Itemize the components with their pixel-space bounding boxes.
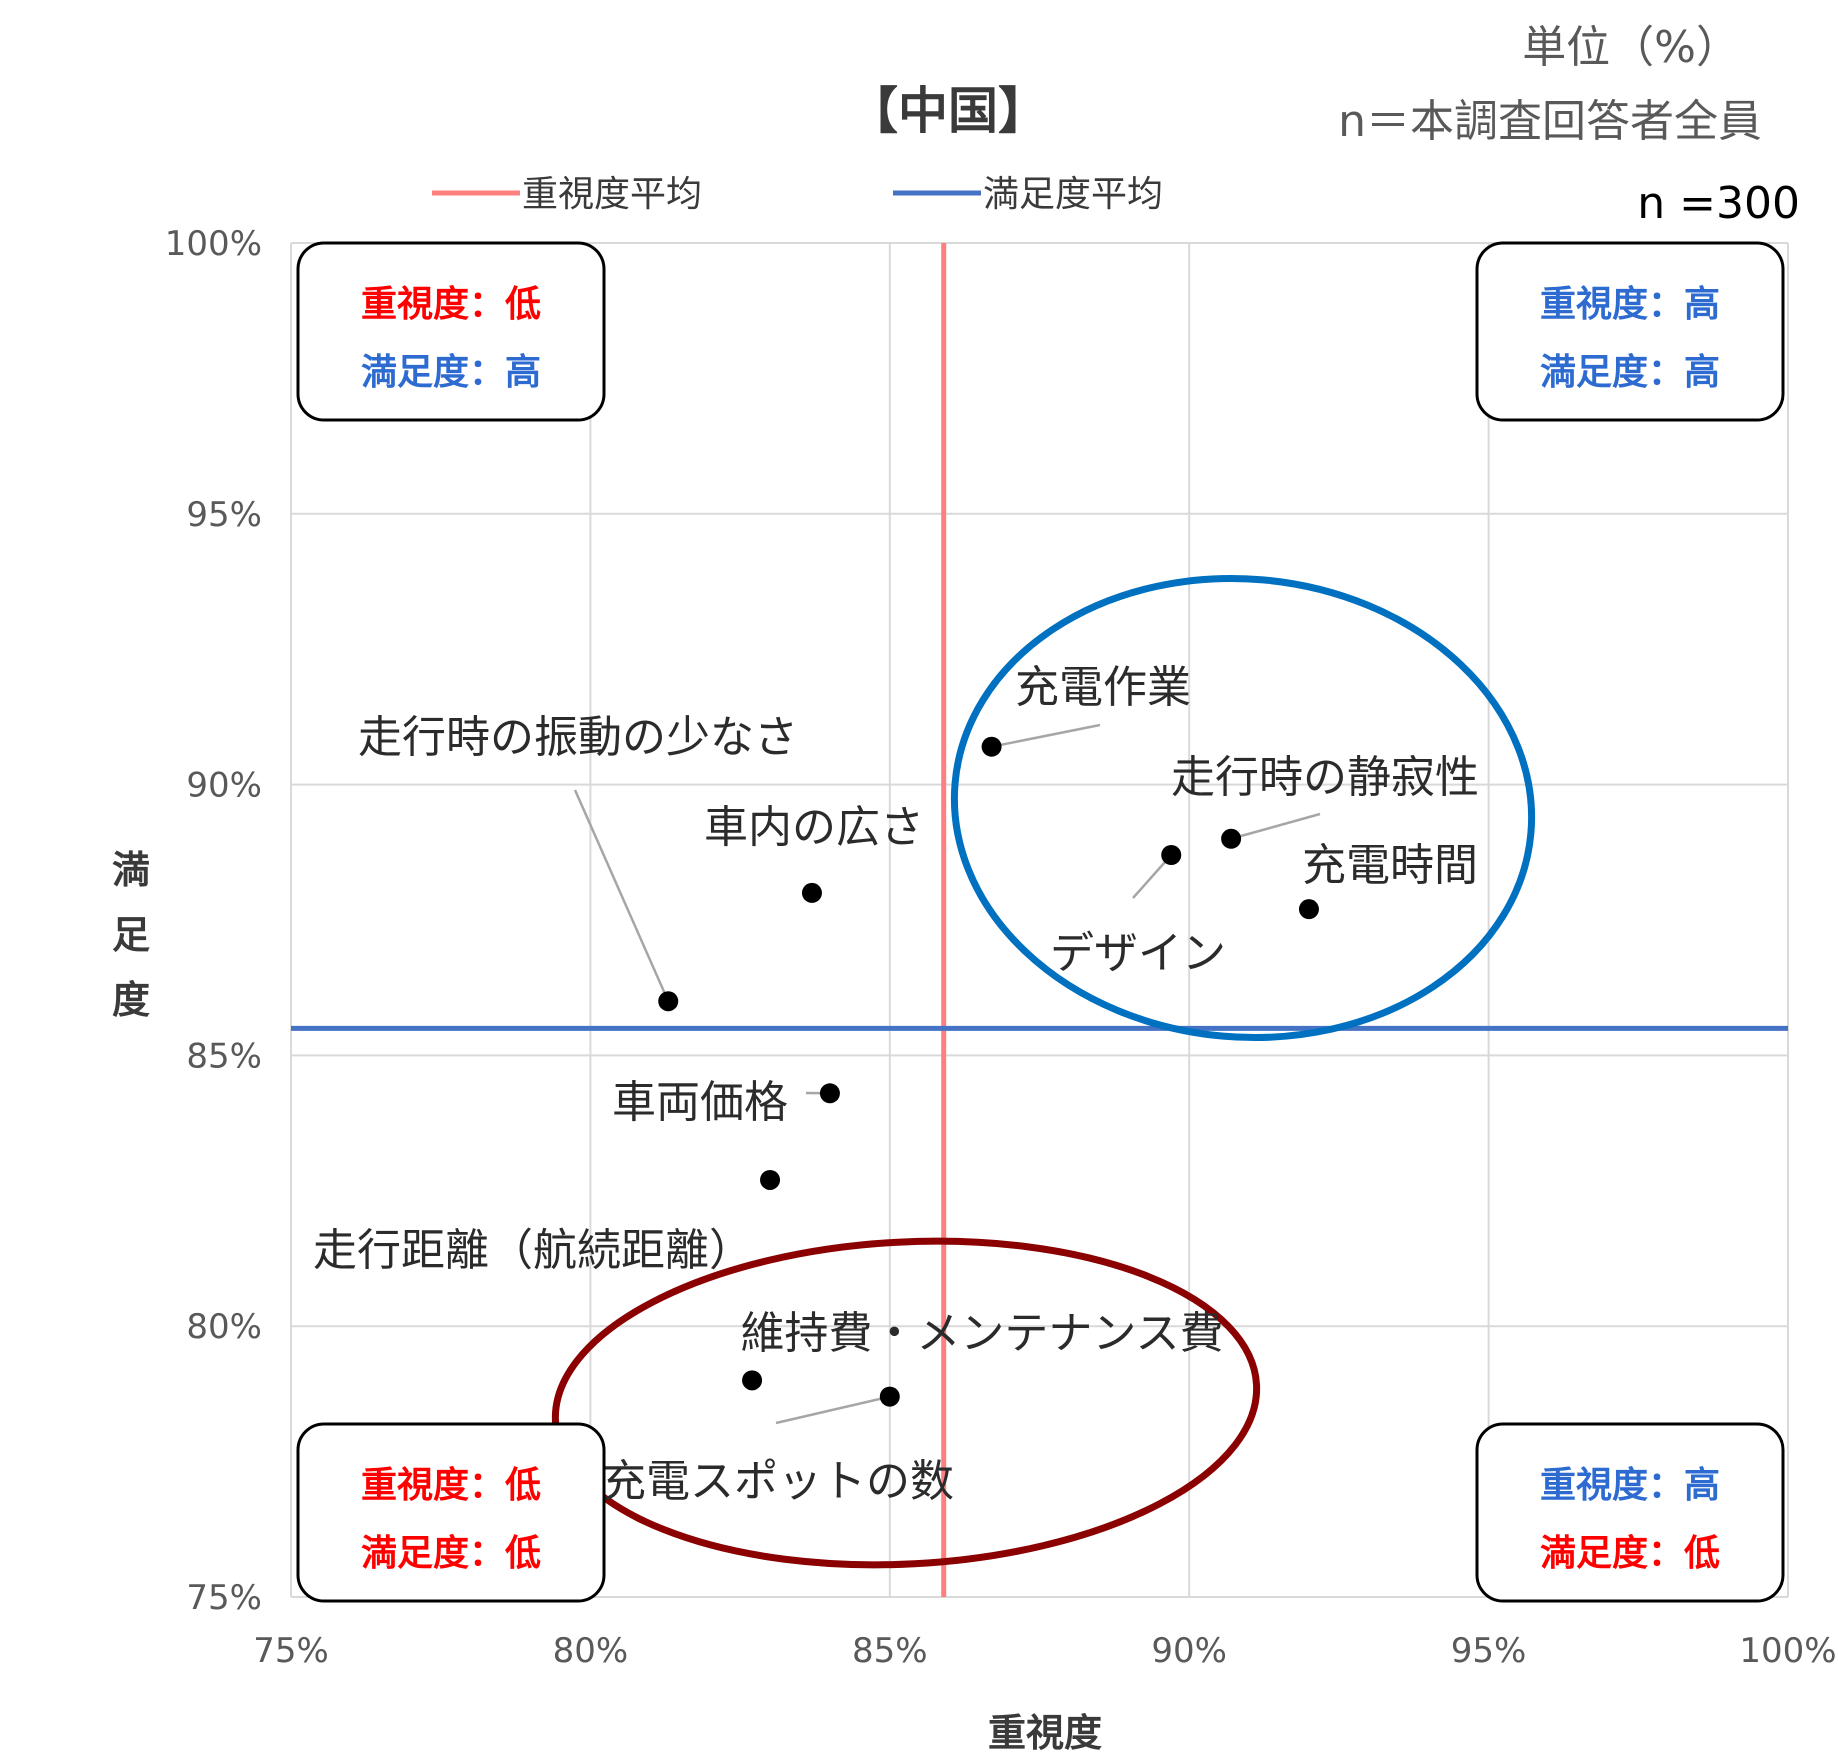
quadrant-importance-label: 重視度：高	[1540, 284, 1720, 325]
x-tick-label: 75%	[253, 1631, 329, 1671]
callout-line	[573, 789, 670, 1002]
data-point	[1161, 845, 1182, 866]
gridlines	[290, 242, 1789, 1598]
data-point	[742, 1370, 763, 1391]
y-axis-title: 満 足 度	[112, 848, 150, 1022]
point-label: 充電作業	[1015, 662, 1191, 713]
data-point	[981, 736, 1002, 757]
point-label: 走行時の振動の少なさ	[358, 712, 798, 763]
quadrant-box-frame	[1475, 241, 1785, 422]
data-point	[801, 882, 822, 903]
quadrant-satisfaction-label: 満足度：高	[361, 352, 541, 393]
data-point	[1298, 899, 1319, 920]
quadrant-box-frame	[296, 1422, 606, 1603]
quadrant-importance-label: 重視度：低	[361, 1465, 541, 1506]
y-axis-title-char-2: 足	[112, 913, 150, 957]
unit-label: 単位（%）	[1522, 22, 1740, 73]
quadrant-box-frame	[1475, 1422, 1785, 1603]
chart-title: 【中国】	[848, 82, 1048, 140]
callout-lines	[573, 723, 1321, 1425]
y-tick-label: 80%	[186, 1307, 262, 1347]
reference-lines	[291, 243, 1788, 1597]
point-label: 車両価格	[612, 1077, 788, 1128]
y-tick-label: 100%	[165, 224, 262, 264]
data-point	[658, 991, 679, 1012]
x-tick-label: 90%	[1151, 1631, 1227, 1671]
callout-line	[1230, 812, 1321, 840]
cluster-ellipses	[551, 574, 1536, 1569]
quadrant-box-frame	[296, 241, 606, 422]
quadrant-satisfaction-label: 満足度：低	[1540, 1533, 1720, 1574]
y-tick-label: 95%	[186, 495, 262, 535]
legend: 重視度平均 満足度平均	[432, 174, 1163, 215]
y-tick-label: 75%	[186, 1578, 262, 1618]
point-label: 車内の広さ	[704, 802, 924, 853]
data-point	[760, 1169, 781, 1190]
point-label: 走行距離（航続距離）	[313, 1225, 753, 1276]
data-points	[658, 736, 1319, 1407]
x-tick-label: 80%	[553, 1631, 629, 1671]
high-cluster-ellipse	[950, 574, 1536, 1042]
point-label: 充電スポットの数	[602, 1456, 954, 1507]
data-point	[1221, 828, 1242, 849]
x-axis-title: 重視度	[988, 1711, 1102, 1755]
quadrant-satisfaction-label: 満足度：高	[1540, 352, 1720, 393]
quadrant-satisfaction-label: 満足度：低	[361, 1533, 541, 1574]
low-cluster-ellipse	[551, 1237, 1261, 1569]
sample-size: n =300	[1637, 178, 1800, 229]
x-tick-label: 85%	[852, 1631, 928, 1671]
y-tick-label: 85%	[186, 1036, 262, 1076]
y-tick-label: 90%	[186, 766, 262, 806]
y-axis-title-char-1: 満	[112, 848, 150, 892]
respondents-label: n＝本調査回答者全員	[1338, 96, 1762, 147]
point-label: デザイン	[1050, 928, 1226, 979]
y-axis-title-char-3: 度	[112, 978, 150, 1022]
data-point	[879, 1386, 900, 1407]
legend-label-satisfaction: 満足度平均	[983, 174, 1163, 215]
point-label: 充電時間	[1302, 840, 1478, 891]
point-label: 維持費・メンテナンス費	[740, 1308, 1223, 1359]
x-tick-label: 95%	[1451, 1631, 1527, 1671]
callout-line	[775, 1395, 891, 1425]
axis-ticks: 75% 75% 80% 80% 85% 85% 90% 90% 95% 95% 100% 100%	[165, 224, 1837, 1671]
point-label: 走行時の静寂性	[1171, 752, 1479, 803]
data-point	[819, 1083, 840, 1104]
quadrant-importance-label: 重視度：低	[361, 284, 541, 325]
legend-label-importance: 重視度平均	[522, 174, 702, 215]
x-tick-label: 100%	[1739, 1631, 1836, 1671]
callout-line	[991, 723, 1101, 748]
quadrant-importance-label: 重視度：高	[1540, 1465, 1720, 1506]
